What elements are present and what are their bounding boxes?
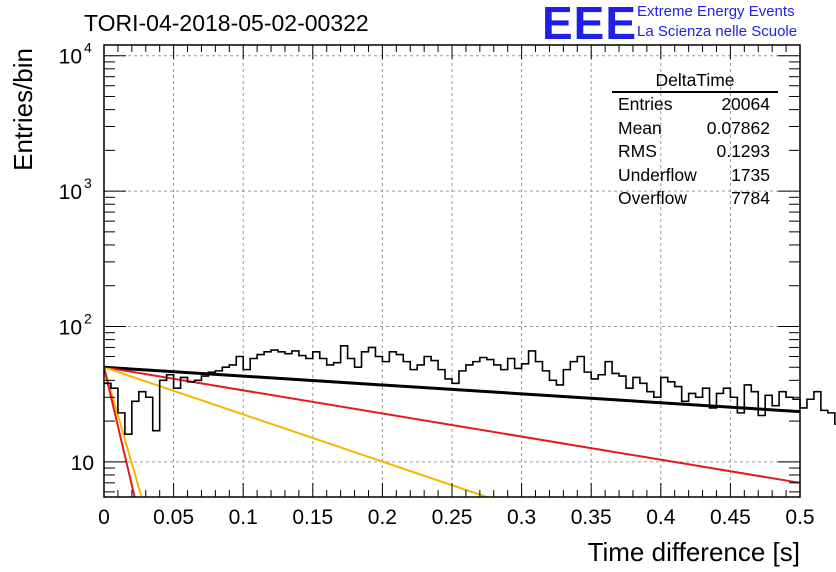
- x-tick-label: 0.1: [229, 506, 258, 529]
- stats-title: DeltaTime: [612, 70, 778, 93]
- stats-row: RMS 0.1293: [612, 140, 778, 164]
- stats-row: Mean 0.07862: [612, 117, 778, 141]
- logo-line-2: La Scienza nelle Scuole: [637, 23, 798, 40]
- x-axis-title: Time difference [s]: [588, 537, 800, 567]
- x-tick-label: 0.25: [432, 506, 473, 529]
- y-tick-label: 10: [71, 452, 94, 475]
- y-tick-label: 10: [59, 316, 82, 339]
- y-tick-exponent: 4: [84, 40, 92, 56]
- stats-label: Entries: [618, 94, 673, 114]
- stats-value: 7784: [731, 188, 770, 209]
- y-tick-label: 10: [59, 181, 82, 204]
- stats-label: RMS: [618, 141, 657, 162]
- fit-curves: [103, 365, 801, 498]
- stats-label: Overflow: [618, 188, 688, 209]
- x-tick-label: 0.4: [646, 506, 676, 529]
- histogram-outline: [104, 344, 836, 436]
- x-tick-label: 0.5: [785, 506, 814, 529]
- y-tick-label: 10: [59, 46, 82, 69]
- stats-label: Underflow: [618, 164, 697, 185]
- x-tick-label: 0.2: [368, 506, 397, 529]
- stats-row: Overflow 7784: [612, 187, 778, 211]
- histogram: [104, 344, 836, 436]
- y-axis-title: Entries/bin: [8, 48, 38, 171]
- stats-value: 20064: [721, 94, 770, 114]
- x-tick-label: 0.3: [507, 506, 536, 529]
- x-tick-label: 0.05: [153, 506, 194, 529]
- x-tick-label: 0: [98, 506, 110, 529]
- stats-value: 1735: [731, 164, 770, 185]
- x-tick-label: 0.45: [710, 506, 751, 529]
- stats-value: 0.07862: [706, 117, 770, 138]
- logo-line-1: Extreme Energy Events: [637, 3, 795, 20]
- fit-line: [103, 365, 801, 414]
- run-title: TORI-04-2018-05-02-00322: [84, 10, 369, 36]
- fit-line: [103, 366, 136, 498]
- axis-ticks: [103, 45, 801, 497]
- eee-logo: EEE: [542, 0, 638, 49]
- fit-line: [103, 366, 143, 498]
- y-tick-exponent: 2: [84, 310, 92, 326]
- fit-line: [103, 366, 488, 498]
- stats-row: Underflow 1735: [612, 164, 778, 188]
- stats-row: Entries 20064: [612, 93, 778, 117]
- stats-box: DeltaTime Entries 20064 Mean 0.07862 RMS…: [612, 70, 778, 211]
- x-tick-label: 0.35: [571, 506, 612, 529]
- fit-line: [103, 366, 801, 484]
- stats-value: 0.1293: [716, 141, 770, 162]
- x-tick-labels: 0 0.05 0.1 0.15 0.2 0.25 0.3 0.35 0.4 0.45 0.5: [98, 506, 814, 529]
- stats-label: Mean: [618, 117, 662, 138]
- x-tick-label: 0.15: [292, 506, 333, 529]
- y-tick-exponent: 3: [84, 175, 92, 191]
